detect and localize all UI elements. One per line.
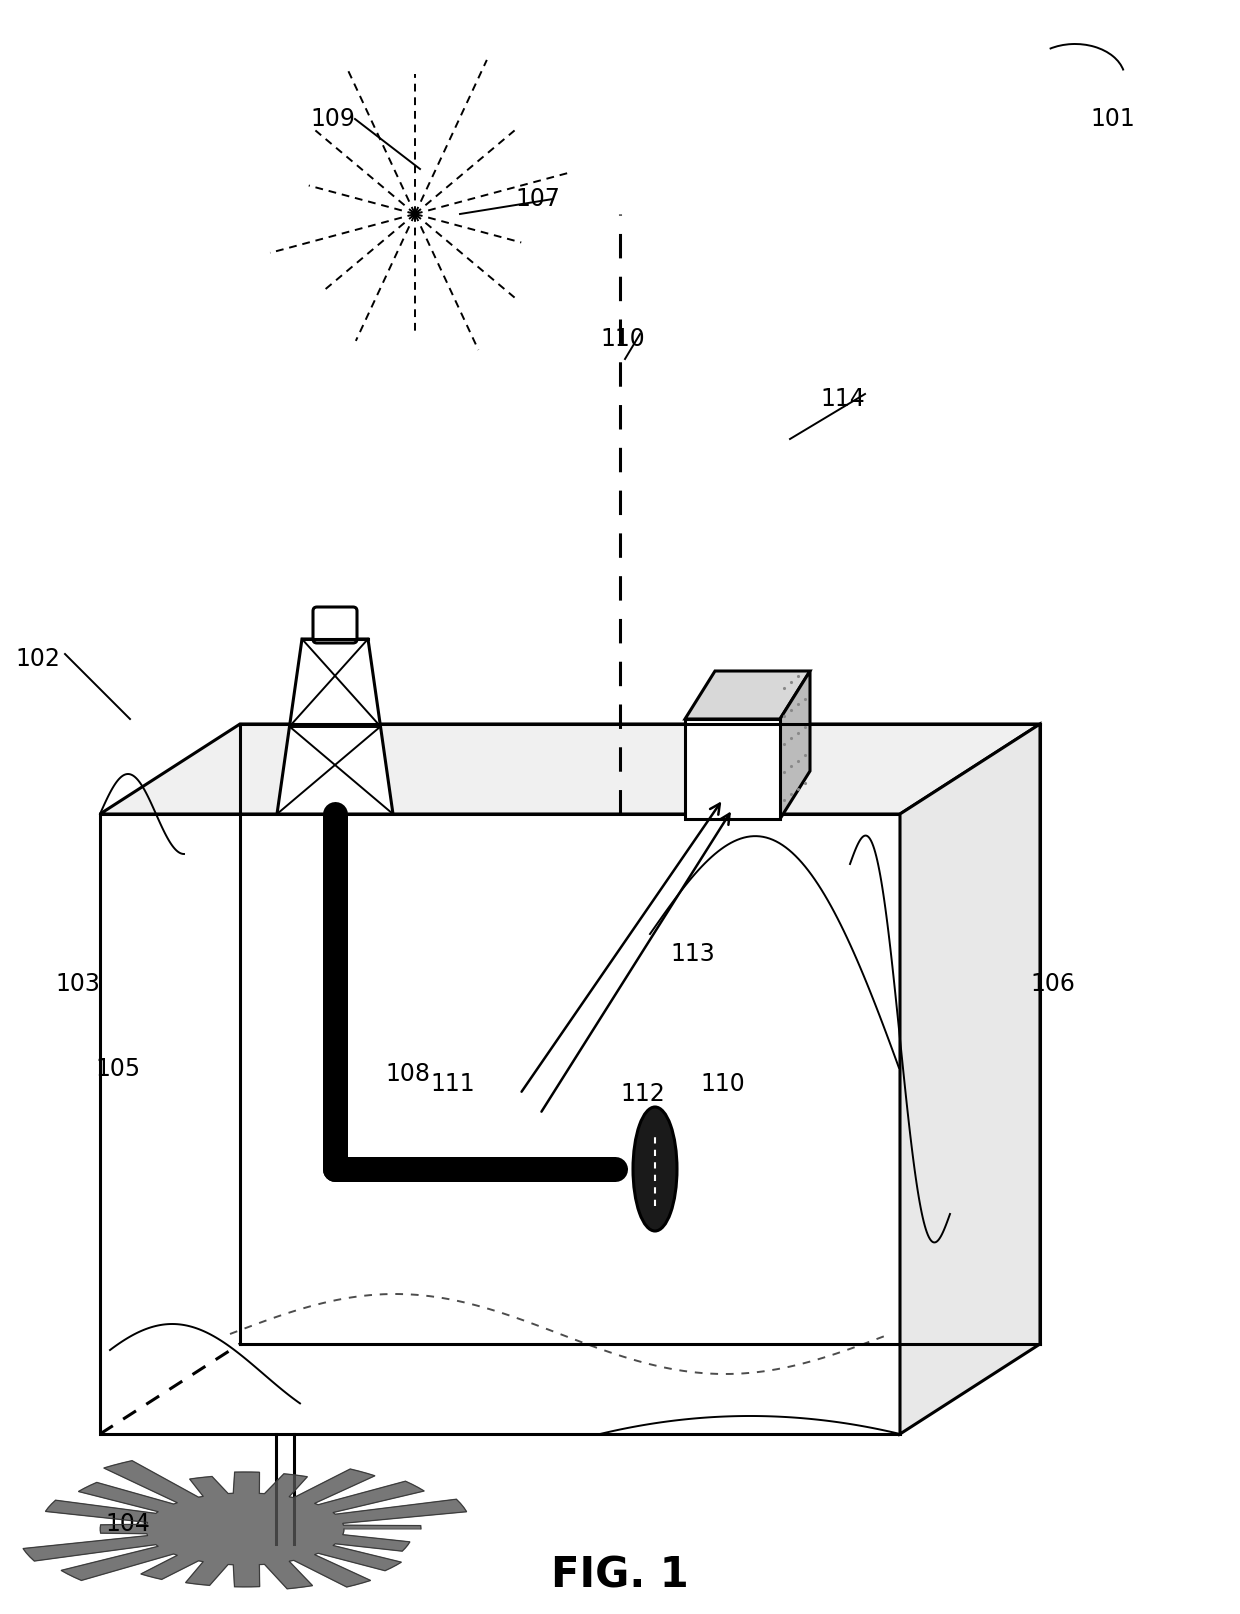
Polygon shape xyxy=(684,718,780,818)
Text: 109: 109 xyxy=(310,107,355,131)
Text: 106: 106 xyxy=(1030,972,1075,996)
Text: 110: 110 xyxy=(600,328,645,350)
Text: 110: 110 xyxy=(701,1072,745,1096)
Text: 105: 105 xyxy=(95,1057,140,1081)
Polygon shape xyxy=(100,725,1040,813)
Text: 108: 108 xyxy=(384,1062,430,1086)
Text: 104: 104 xyxy=(105,1512,150,1537)
Text: 103: 103 xyxy=(55,972,100,996)
Text: FIG. 1: FIG. 1 xyxy=(551,1554,689,1596)
Polygon shape xyxy=(780,671,810,818)
Text: 102: 102 xyxy=(15,647,60,671)
Text: 112: 112 xyxy=(620,1081,665,1106)
Text: 111: 111 xyxy=(430,1072,475,1096)
Polygon shape xyxy=(24,1461,466,1588)
Text: 113: 113 xyxy=(670,943,714,967)
Polygon shape xyxy=(900,725,1040,1433)
FancyBboxPatch shape xyxy=(312,607,357,642)
Polygon shape xyxy=(684,671,810,718)
Ellipse shape xyxy=(632,1107,677,1231)
Polygon shape xyxy=(277,639,393,813)
Text: 114: 114 xyxy=(820,387,864,412)
Text: 101: 101 xyxy=(1090,107,1135,131)
Text: 107: 107 xyxy=(515,187,560,211)
